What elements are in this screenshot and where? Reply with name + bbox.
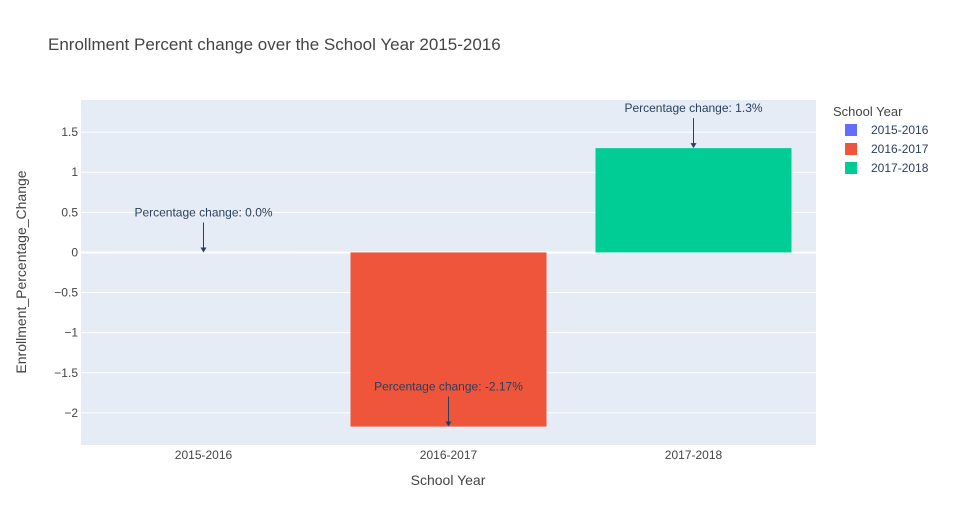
chart-title: Enrollment Percent change over the Schoo… bbox=[48, 35, 501, 54]
annotation-arrowhead bbox=[445, 421, 452, 427]
annotation-label: Percentage change: -2.17% bbox=[374, 380, 523, 394]
legend-swatch[interactable] bbox=[845, 124, 857, 136]
x-axis-label: School Year bbox=[411, 472, 486, 488]
y-axis-ticks: −2 −1.5 −1 −0.5 0 0.5 1 1.5 bbox=[54, 125, 78, 420]
annotation-arrowhead bbox=[690, 143, 697, 149]
y-tick-label: −0.5 bbox=[54, 286, 78, 300]
legend-item-label[interactable]: 2016-2017 bbox=[871, 142, 929, 156]
x-axis-ticks: 2015-2016 2016-2017 2017-2018 bbox=[175, 448, 723, 462]
y-axis-label: Enrollment_Percentage_Change bbox=[13, 170, 29, 373]
legend: School Year 2015-2016 2016-2017 2017-2018 bbox=[833, 104, 929, 175]
y-tick-label: −1.5 bbox=[54, 366, 78, 380]
legend-item-label[interactable]: 2017-2018 bbox=[871, 161, 929, 175]
bar-2017-2018[interactable] bbox=[595, 148, 792, 253]
legend-title: School Year bbox=[833, 104, 903, 119]
legend-swatch[interactable] bbox=[845, 162, 857, 174]
y-tick-label: 0 bbox=[71, 245, 78, 259]
y-tick-label: 1.5 bbox=[61, 125, 78, 139]
x-tick-label: 2015-2016 bbox=[175, 448, 233, 462]
x-tick-label: 2017-2018 bbox=[665, 448, 723, 462]
annotations: Percentage change: 0.0% Percentage change… bbox=[134, 101, 763, 427]
y-tick-label: −2 bbox=[64, 406, 78, 420]
y-tick-label: 1 bbox=[71, 165, 78, 179]
x-tick-label: 2016-2017 bbox=[420, 448, 478, 462]
annotation-arrowhead bbox=[200, 247, 207, 253]
annotation-label: Percentage change: 0.0% bbox=[134, 205, 272, 219]
legend-swatch[interactable] bbox=[845, 143, 857, 155]
legend-item-label[interactable]: 2015-2016 bbox=[871, 123, 929, 137]
annotation-label: Percentage change: 1.3% bbox=[624, 101, 762, 115]
y-tick-label: −1 bbox=[64, 326, 78, 340]
y-tick-label: 0.5 bbox=[61, 205, 78, 219]
